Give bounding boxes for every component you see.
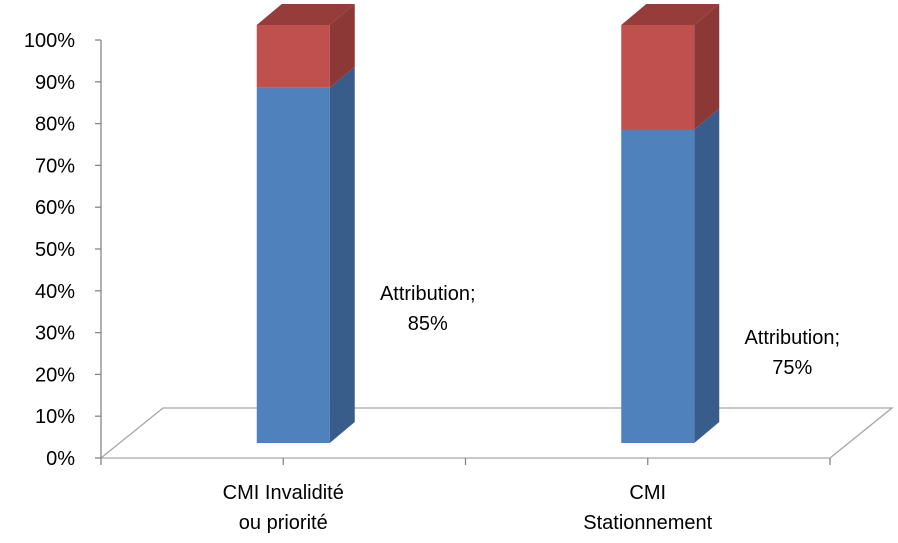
- x-category-label: CMI Stationnement: [583, 482, 712, 534]
- data-label-line: 75%: [772, 357, 812, 379]
- y-tick-label: 20%: [35, 364, 75, 386]
- y-tick-label: 0%: [46, 448, 75, 470]
- chart-floor: [99, 407, 894, 459]
- y-tick-label: 40%: [35, 281, 75, 303]
- y-tick-label: 70%: [35, 155, 75, 177]
- axes: 0% 10% 20% 30% 40% 50% 60% 70% 80% 90% 100%: [24, 30, 831, 470]
- y-tick-label: 100%: [24, 30, 75, 52]
- bar-front: [621, 25, 695, 130]
- bar-side: [694, 4, 720, 130]
- floor-outline: [99, 407, 894, 459]
- bar-front: [621, 129, 695, 443]
- data-label-line: 85%: [408, 313, 448, 335]
- bar-side: [329, 4, 355, 88]
- x-category-label-line: ou priorité: [239, 512, 328, 534]
- bar-front: [256, 25, 330, 88]
- x-category-label-line: CMI Invalidité: [223, 482, 344, 504]
- bar-top: [621, 4, 720, 25]
- bars: [256, 4, 720, 443]
- data-label: Attribution; 75%: [744, 327, 840, 379]
- data-label: Attribution; 85%: [380, 283, 476, 335]
- x-category-label-line: CMI: [629, 482, 666, 504]
- y-tick-label: 60%: [35, 197, 75, 219]
- y-tick-label: 30%: [35, 323, 75, 345]
- bar-top: [256, 4, 355, 25]
- bar-side: [329, 66, 355, 443]
- y-tick-label: 50%: [35, 239, 75, 261]
- x-category-label-line: Stationnement: [583, 512, 712, 534]
- data-label-line: Attribution;: [744, 327, 840, 349]
- labels: CMI Invalidité ou priorité CMI Stationnemen…: [223, 283, 840, 534]
- x-category-label: CMI Invalidité ou priorité: [223, 482, 344, 534]
- data-label-line: Attribution;: [380, 283, 476, 305]
- bar-side: [694, 108, 720, 443]
- y-tick-label: 10%: [35, 406, 75, 428]
- y-tick-label: 90%: [35, 72, 75, 94]
- y-tick-label: 80%: [35, 114, 75, 136]
- bar-front: [256, 87, 330, 443]
